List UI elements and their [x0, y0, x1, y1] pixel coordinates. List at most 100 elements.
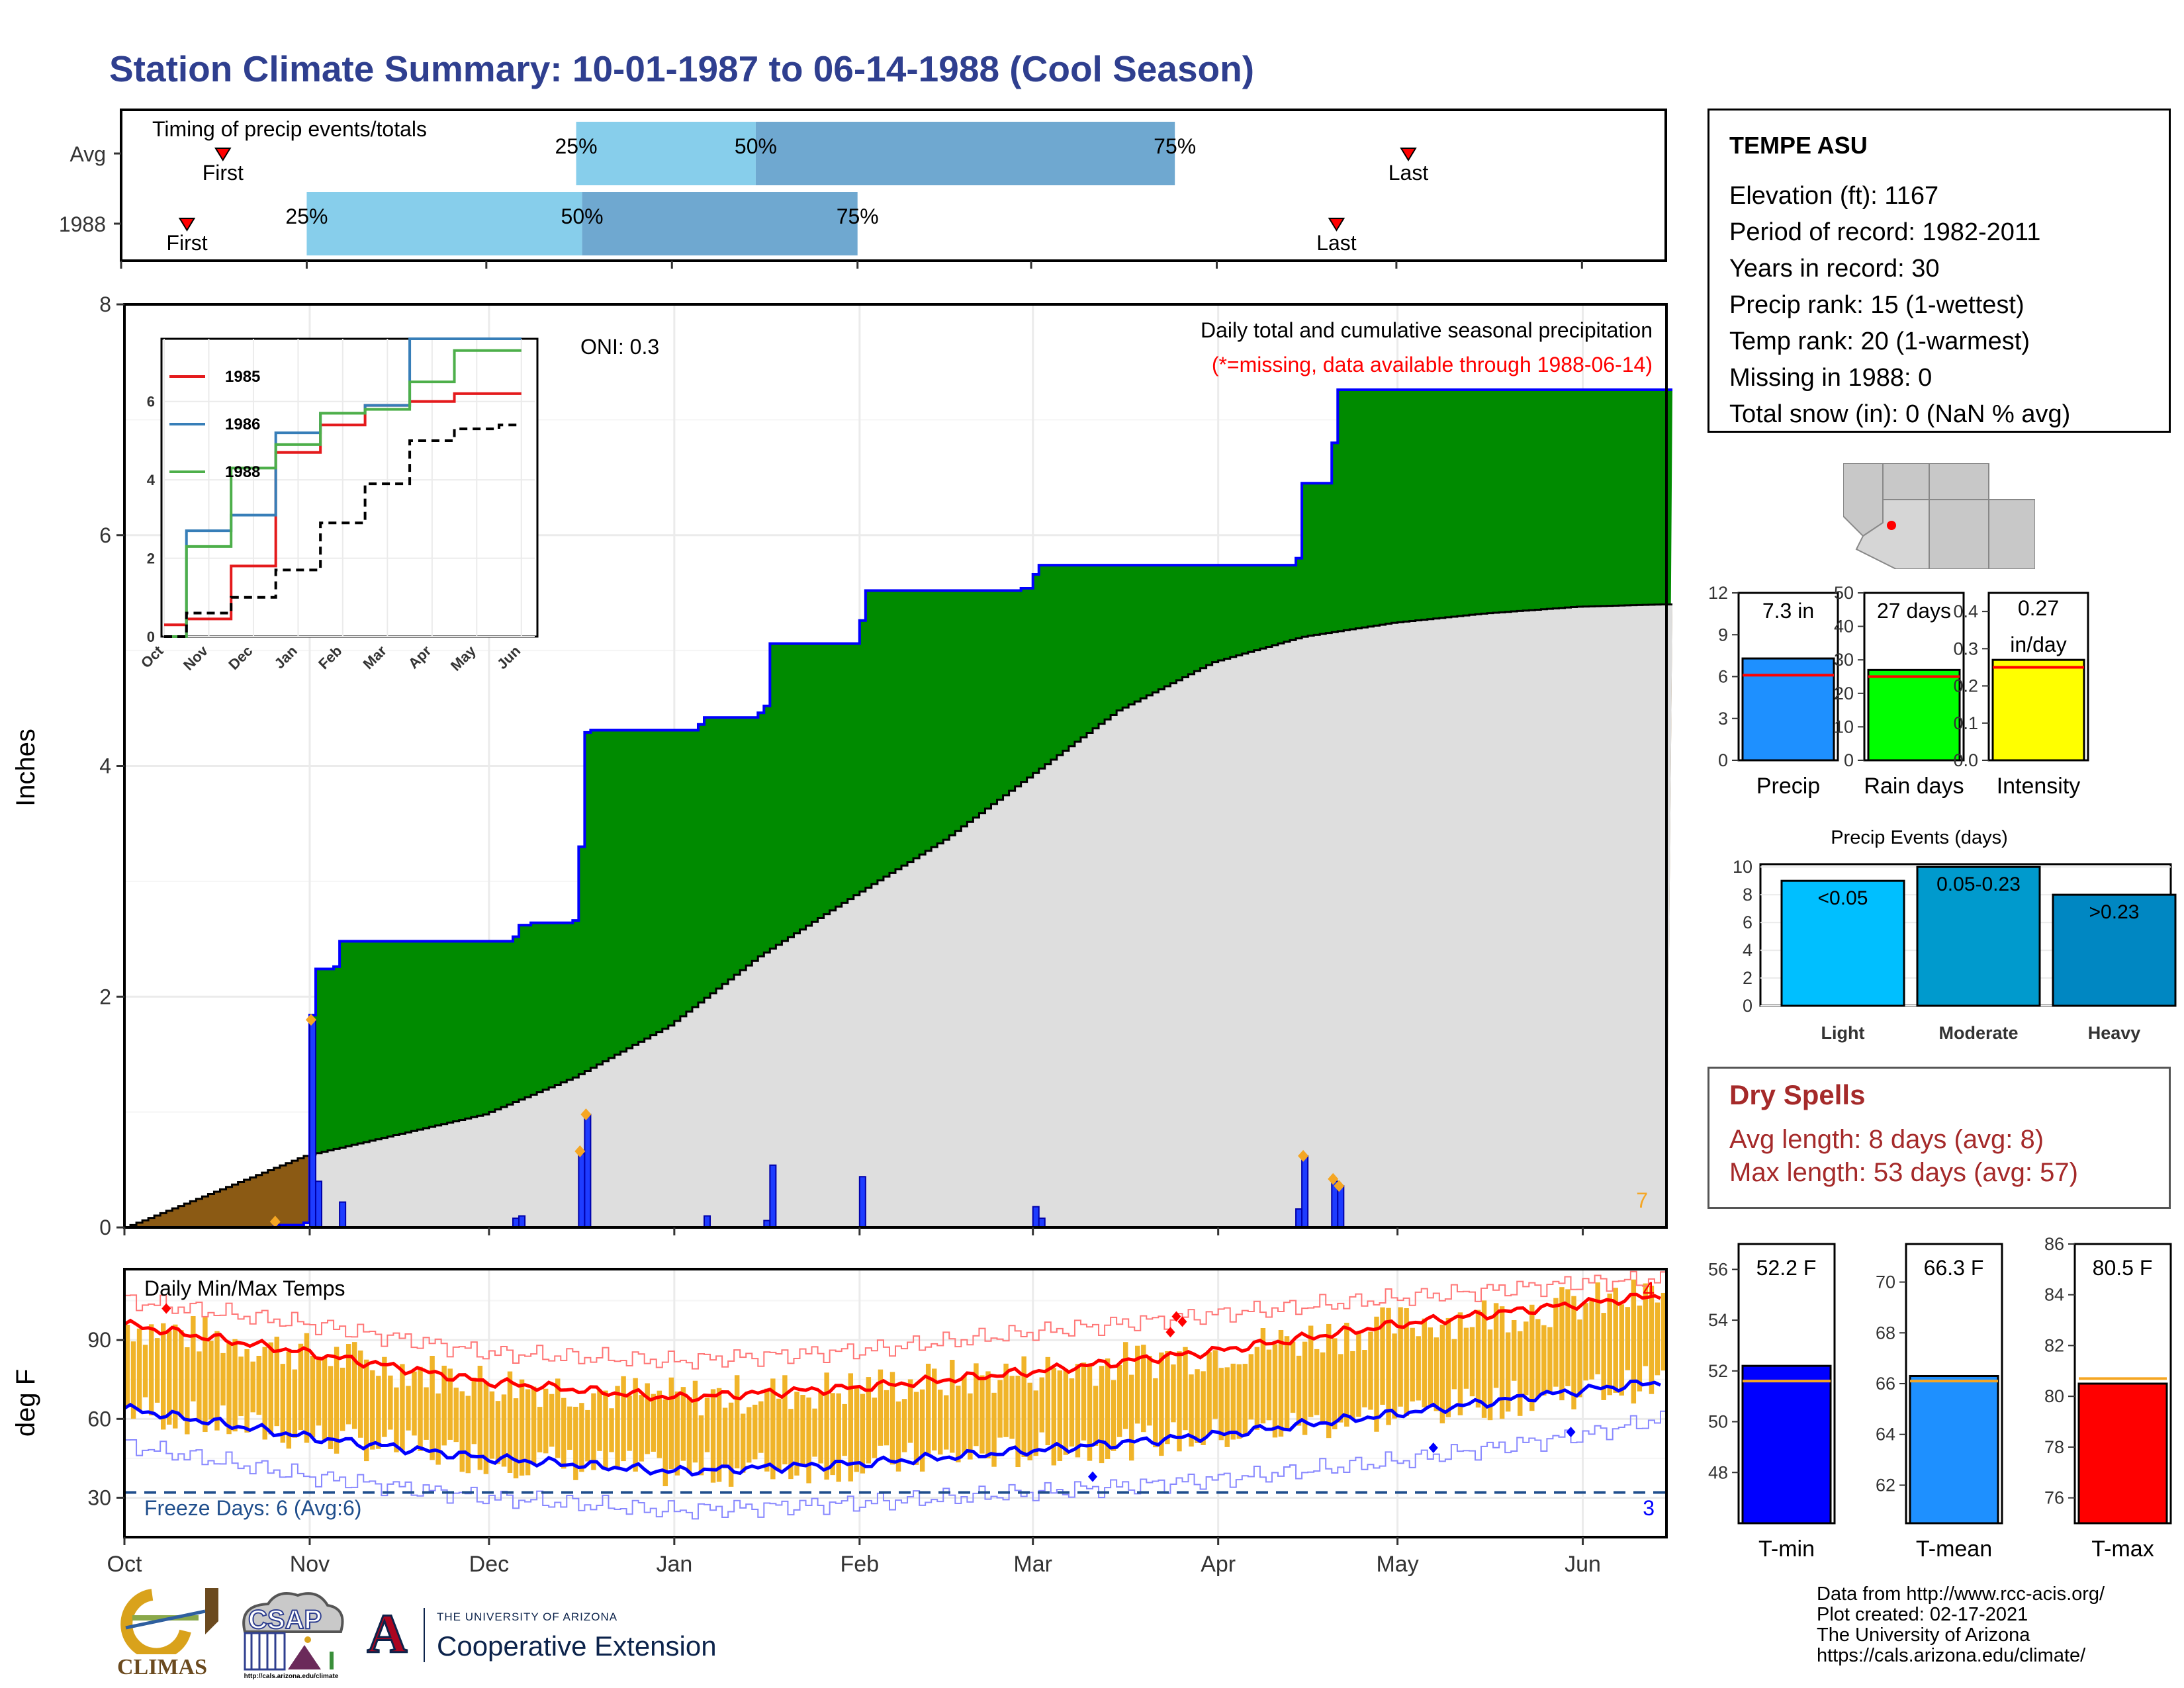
- precip-summary-bars: 0 3 6 9 12 Precip 0 10 20 30 40 50 Rain days 0.0 0.1 0.…: [1708, 583, 2089, 799]
- temp-daily-bar: [1302, 1341, 1308, 1435]
- t-t-min-y-tick-label: 52: [1708, 1361, 1728, 1381]
- inset-legend-label: 1985: [225, 368, 260, 386]
- missing-note: (*=missing, data available through 1988-…: [1212, 353, 1653, 377]
- temp-daily-bar: [985, 1371, 991, 1458]
- temp-daily-bar: [1398, 1307, 1403, 1407]
- temp-daily-bar: [740, 1413, 746, 1473]
- events-y-tick-label: 10: [1733, 857, 1752, 877]
- credit-line: https://cals.arizona.edu/climate/: [1817, 1645, 2086, 1666]
- temp-daily-bar: [1105, 1358, 1111, 1460]
- temp-daily-bar: [232, 1339, 238, 1432]
- temp-daily-bar: [1045, 1356, 1051, 1446]
- temp-daily-bar: [991, 1392, 997, 1467]
- precip-cumulative-area: [124, 388, 1673, 1229]
- temp-daily-bar: [907, 1379, 913, 1443]
- temp-daily-bar: [1111, 1380, 1116, 1451]
- temp-daily-bar: [226, 1342, 232, 1435]
- summary-precip-bar: [1741, 657, 1835, 762]
- temp-daily-bar: [872, 1398, 878, 1458]
- temp-daily-bar: [214, 1331, 220, 1431]
- temp-daily-bar: [591, 1393, 596, 1470]
- temp-daily-bar: [1404, 1308, 1409, 1417]
- temp-daily-bar: [1015, 1376, 1021, 1468]
- summary-intensity-y-tick-label: 0.1: [1953, 713, 1978, 733]
- oni-value: ONI: 0.3: [580, 335, 659, 359]
- temp-daily-bar: [716, 1388, 722, 1482]
- intensity-summary-unit: in/day: [2010, 633, 2066, 656]
- timing-last-marker: [1328, 218, 1345, 232]
- temp-bottom-count: 3: [1643, 1496, 1655, 1520]
- temp-daily-bar: [1248, 1354, 1254, 1420]
- station-detail-line: Precip rank: 15 (1-wettest): [1729, 291, 2025, 319]
- temp-daily-bar: [1511, 1319, 1517, 1381]
- timing-row-label: 1988: [59, 212, 106, 236]
- temp-daily-bar: [310, 1355, 316, 1438]
- precip-y-tick-label: 8: [99, 292, 111, 316]
- temp-daily-bar: [1332, 1338, 1338, 1430]
- temp-y-tick-label: 90: [87, 1328, 111, 1352]
- station-name: TEMPE ASU: [1729, 132, 1868, 159]
- temp-daily-bar: [1643, 1283, 1649, 1366]
- temp-y-axis: 30 60 90: [87, 1328, 124, 1509]
- temp-daily-bar: [704, 1398, 710, 1452]
- temp-daily-bar: [1201, 1371, 1206, 1445]
- credit-line: Plot created: 02-17-2021: [1817, 1604, 2028, 1625]
- credit-line: Data from http://www.rcc-acis.org/: [1817, 1583, 2105, 1605]
- inset-y-tick-label: 0: [147, 629, 155, 645]
- temp-daily-bar: [1296, 1355, 1302, 1426]
- temp-daily-bar: [1541, 1325, 1547, 1396]
- temp-daily-bar: [1416, 1336, 1421, 1401]
- temp-daily-bar: [1326, 1323, 1332, 1439]
- temp-daily-bar: [674, 1391, 680, 1476]
- precip-corner-value: 7: [1636, 1188, 1648, 1212]
- temp-daily-bar: [866, 1377, 872, 1464]
- temp-daily-bar: [316, 1356, 322, 1426]
- temp-daily-bar: [895, 1401, 901, 1472]
- temp-daily-bar: [836, 1393, 841, 1482]
- precip-events-chart: Precip Events (days) 0 2 4 6 8 10 <0.05 Light 0.0…: [1733, 827, 2177, 1043]
- station-marker: [1887, 521, 1896, 530]
- temp-daily-bar: [950, 1360, 955, 1453]
- temp-daily-bar: [328, 1366, 334, 1449]
- temp-daily-bar: [1159, 1352, 1164, 1456]
- timing-pct-50: 50%: [735, 134, 777, 158]
- temp-daily-bar: [1529, 1304, 1535, 1411]
- t-t-min-y-tick-label: 50: [1708, 1412, 1728, 1432]
- station-details: Elevation (ft): 1167 Period of record: 19…: [1729, 178, 2149, 433]
- temp-daily-bar: [913, 1392, 919, 1465]
- temp-daily-bar: [1524, 1321, 1529, 1396]
- temp-daily-bar: [1589, 1299, 1594, 1380]
- temp-daily-bar: [968, 1393, 973, 1460]
- temp-daily-bar: [734, 1375, 740, 1469]
- station-info-box: TEMPE ASU Elevation (ft): 1167 Period of …: [1707, 109, 2171, 433]
- timing-panel-frame: [120, 109, 1667, 262]
- temp-x-tick-label: Mar: [1013, 1552, 1052, 1577]
- temp-daily-bar: [1475, 1310, 1481, 1408]
- temp-daily-bar: [645, 1383, 650, 1454]
- temp-record-marker: [1171, 1311, 1181, 1322]
- precip-daily-bar: [578, 1153, 586, 1229]
- dry-spells-title: Dry Spells: [1729, 1079, 1866, 1110]
- precip-daily-bar: [769, 1164, 777, 1229]
- temp-daily-bar: [1069, 1378, 1075, 1447]
- temp-x-tick-label: Jan: [656, 1552, 692, 1577]
- summary-rain-days-y-tick-label: 40: [1834, 617, 1854, 637]
- temp-daily-bar: [668, 1377, 674, 1470]
- temp-record-marker: [1428, 1443, 1438, 1453]
- temp-daily-bar: [1499, 1306, 1505, 1419]
- temp-daily-bar: [1063, 1368, 1069, 1455]
- temp-daily-bar: [447, 1368, 453, 1440]
- precip-record-marker: [580, 1108, 592, 1121]
- temp-daily-bar: [1392, 1333, 1397, 1419]
- temp-daily-bar: [124, 1324, 130, 1407]
- temp-record-max-line: [124, 1270, 1666, 1370]
- temp-daily-bar: [298, 1343, 304, 1431]
- temp-daily-bar: [615, 1386, 620, 1468]
- precip-record-marker: [269, 1216, 281, 1228]
- temp-daily-bar: [1224, 1367, 1230, 1447]
- climas-logo: CLIMAS: [106, 1581, 218, 1681]
- temp-daily-bar: [884, 1390, 889, 1446]
- precip-panel: 0 2 4 6 8 Inches Daily total and cumulative …: [11, 292, 1673, 1239]
- temp-daily-bar: [1439, 1324, 1445, 1424]
